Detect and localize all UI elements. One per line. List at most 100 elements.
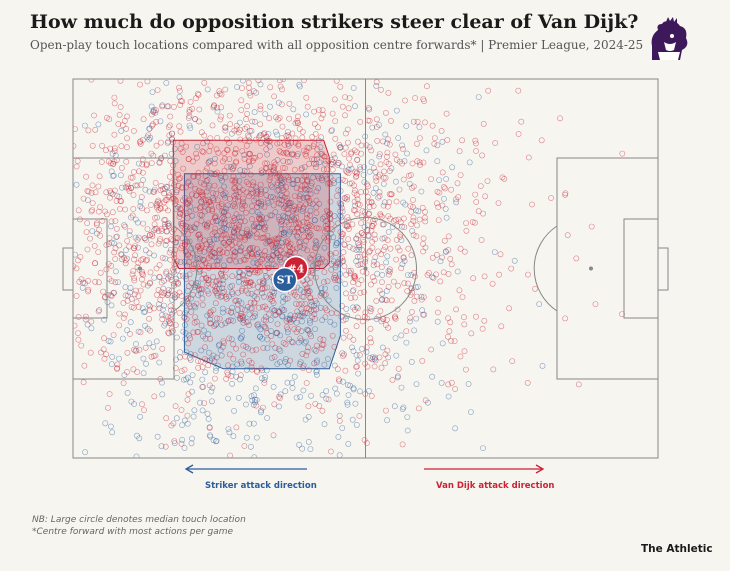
touch-point [403, 328, 410, 334]
touch-point [126, 243, 133, 250]
touch-point [324, 356, 331, 362]
touch-point [224, 164, 231, 170]
touch-point [304, 348, 311, 355]
touch-point [355, 201, 361, 207]
touch-point [138, 194, 145, 200]
touch-point [312, 400, 319, 407]
touch-point [278, 231, 285, 238]
touch-point [159, 103, 166, 110]
touch-point [92, 260, 98, 267]
touch-point [352, 294, 358, 301]
touch-point [305, 223, 312, 230]
touch-point [96, 173, 103, 180]
touch-point [200, 149, 207, 156]
touch-point [168, 422, 175, 429]
touch-point [201, 327, 207, 334]
touch-point [188, 280, 195, 286]
chart-title: How much do opposition strikers steer cl… [30, 11, 639, 33]
touch-point [280, 178, 287, 185]
touch-point [188, 191, 195, 198]
touch-point [172, 403, 179, 410]
touch-point [376, 122, 382, 128]
touch-point [189, 388, 195, 395]
touch-point [218, 203, 225, 209]
touch-point [204, 410, 211, 417]
touch-point [176, 88, 183, 94]
touch-point [138, 257, 144, 264]
touch-point [306, 200, 313, 207]
touch-point [237, 372, 244, 379]
touch-point [161, 290, 168, 297]
touch-point [236, 184, 243, 191]
touch-point [205, 220, 212, 227]
touch-point [408, 272, 415, 278]
touch-point [429, 373, 436, 380]
touch-point [218, 172, 225, 179]
touch-point [411, 297, 418, 304]
touch-point [218, 91, 225, 98]
touch-point [126, 232, 133, 238]
touch-point [165, 329, 172, 336]
touch-point [416, 135, 423, 141]
touch-point [407, 318, 413, 325]
touch-point [316, 200, 323, 207]
touch-point [404, 272, 411, 278]
touch-point [203, 241, 209, 247]
touch-point [434, 309, 441, 316]
touch-point [392, 151, 399, 158]
touch-point [475, 94, 482, 100]
touch-point [213, 290, 220, 297]
touch-point [272, 209, 279, 215]
touch-point [213, 92, 220, 99]
touch-point [479, 325, 486, 332]
touch-point [407, 314, 414, 321]
touch-point [462, 366, 469, 373]
touch-point [254, 253, 261, 260]
touch-point [282, 356, 289, 362]
touch-point [279, 313, 285, 319]
touch-point [139, 270, 145, 277]
touch-point [209, 207, 216, 214]
touch-point [127, 331, 133, 337]
touch-point [130, 169, 137, 175]
touch-point [306, 233, 313, 240]
touch-point [329, 166, 336, 173]
touch-point [176, 84, 182, 91]
touch-point [193, 221, 200, 228]
touch-point [423, 147, 430, 154]
touch-point [481, 273, 488, 280]
touch-point [404, 414, 411, 420]
touch-point [382, 174, 389, 181]
touch-point [165, 103, 172, 110]
touch-point [266, 138, 273, 145]
touch-point [73, 181, 80, 188]
touch-point [263, 139, 270, 146]
touch-point [282, 238, 289, 245]
touch-point [290, 180, 297, 187]
touch-point [293, 394, 300, 401]
touch-point [258, 167, 265, 174]
touch-point [319, 391, 326, 398]
touch-point [171, 440, 178, 447]
touch-point [234, 226, 241, 232]
touch-point [345, 225, 352, 232]
touch-point [130, 206, 137, 212]
touch-point [80, 195, 87, 202]
touch-point [308, 182, 314, 189]
touch-point [243, 142, 250, 149]
touch-point [185, 340, 192, 347]
touch-point [363, 349, 370, 355]
touch-point [231, 249, 238, 256]
touch-point [124, 389, 131, 396]
touch-point [363, 270, 370, 276]
touch-point [336, 452, 343, 458]
touch-point [373, 124, 380, 130]
touch-point [378, 251, 384, 258]
touch-point [349, 344, 355, 351]
van-dijk-arrowhead [535, 464, 545, 474]
touch-point [354, 138, 361, 145]
touch-point [295, 224, 301, 231]
touch-point [435, 204, 442, 210]
touch-point [396, 186, 403, 193]
touch-point [279, 164, 286, 171]
